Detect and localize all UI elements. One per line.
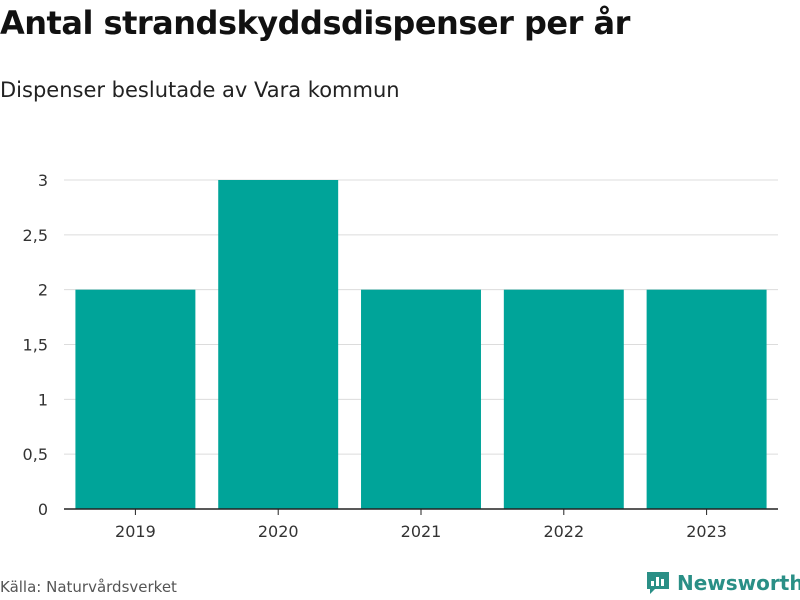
y-tick-label: 2 [38,281,48,300]
chart-title: Antal strandskyddsdispenser per år [0,4,630,42]
bar-chart: 0 0,5 1 1,5 2 2,5 3 2019 2020 2021 2022 2023 [23,171,778,541]
brand-logo: Newsworthy [645,570,800,596]
bar-2023 [646,289,767,509]
y-tick-label: 0 [38,500,48,519]
x-tick-label: 2023 [686,522,727,541]
x-tick-label: 2021 [401,522,442,541]
bar-2019 [75,289,196,509]
chart-subtitle: Dispenser beslutade av Vara kommun [0,78,400,102]
source-note: Källa: Naturvårdsverket [0,578,177,596]
bar-2020 [218,180,339,509]
axes: 0 0,5 1 1,5 2 2,5 3 2019 2020 2021 2022 2023 [23,171,778,541]
bar-2022 [503,289,624,509]
x-tick-label: 2020 [258,522,299,541]
bar-chart-logo-icon [647,572,669,594]
y-tick-label: 1 [38,390,48,409]
y-tick-label: 2,5 [23,226,48,245]
bars [75,180,767,509]
brand-name: Newsworthy [677,571,800,595]
y-tick-label: 1,5 [23,336,48,355]
y-tick-label: 0,5 [23,445,48,464]
bar-2021 [361,289,481,509]
y-tick-label: 3 [38,171,48,190]
x-tick-label: 2019 [115,522,156,541]
x-tick-label: 2022 [543,522,584,541]
